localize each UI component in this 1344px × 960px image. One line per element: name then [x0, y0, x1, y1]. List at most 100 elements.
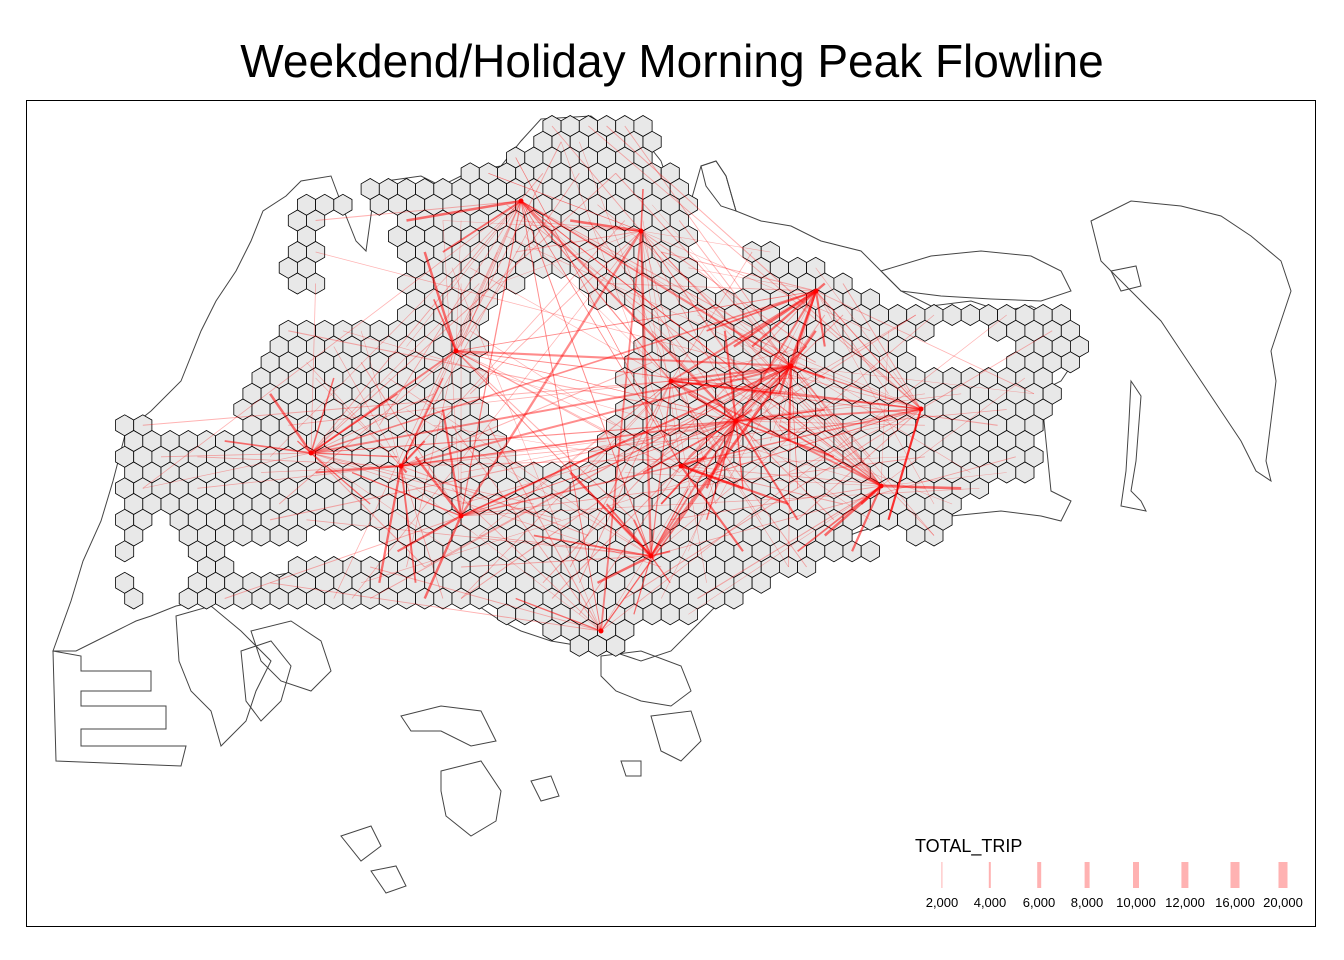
flowline — [455, 350, 698, 410]
flowline — [460, 487, 980, 517]
flowline — [615, 172, 792, 367]
flowline — [660, 251, 882, 487]
flowline — [315, 377, 402, 467]
flowline — [378, 200, 522, 426]
flowline — [455, 350, 652, 557]
flowline — [460, 380, 672, 599]
flowline — [400, 361, 653, 467]
flowline — [361, 408, 922, 584]
legend-label: 10,000 — [1116, 895, 1156, 910]
flowline — [461, 420, 737, 473]
flowline — [400, 465, 417, 583]
flow-hub-point — [308, 450, 314, 456]
flowline — [670, 251, 753, 382]
flowline — [569, 380, 672, 568]
flowline — [661, 251, 817, 292]
flowline — [142, 380, 672, 426]
flowline — [642, 220, 682, 467]
flowline — [310, 420, 737, 454]
flowline — [624, 472, 882, 487]
flowline — [640, 230, 762, 457]
flow-hub-point — [813, 288, 819, 294]
flowline — [851, 485, 883, 552]
flowline — [814, 290, 826, 347]
flowline — [310, 173, 544, 454]
flowline — [315, 465, 402, 474]
hexagon-cell — [506, 272, 526, 295]
flowline — [639, 230, 653, 557]
flowline — [670, 380, 789, 568]
flowline — [842, 283, 922, 410]
coastline-outline — [370, 865, 407, 894]
flowline — [670, 380, 871, 521]
flowline — [815, 290, 1035, 395]
flowline — [310, 172, 617, 454]
hexagon-cell — [860, 540, 880, 563]
flowline — [160, 452, 312, 458]
flowline — [142, 452, 312, 489]
flowline — [515, 380, 672, 505]
flowline — [640, 230, 789, 442]
flowline — [400, 440, 426, 467]
flowline — [680, 465, 844, 505]
flowline — [520, 200, 726, 363]
flowline — [706, 290, 817, 332]
flowline — [197, 465, 402, 489]
flowline — [441, 409, 463, 517]
flowline — [551, 465, 682, 599]
hexagon-cell — [751, 571, 771, 594]
flowline — [315, 200, 522, 222]
flowline — [670, 380, 998, 426]
flowline — [642, 420, 737, 474]
coastline-outline — [250, 620, 332, 692]
flowline — [680, 346, 807, 467]
flowline — [415, 488, 602, 632]
hexagon-cell — [1015, 461, 1035, 484]
flowline — [633, 555, 652, 615]
flowline — [455, 350, 922, 410]
map-canvas — [52, 115, 1292, 894]
flowline — [600, 230, 642, 632]
flowline — [460, 472, 589, 517]
flowline — [515, 220, 642, 232]
flowline — [650, 420, 737, 557]
flowline — [790, 365, 798, 489]
flowline — [406, 409, 652, 557]
flowline — [400, 365, 792, 467]
flowline — [520, 200, 880, 410]
flowline — [310, 290, 817, 454]
flowline — [640, 230, 644, 379]
flowline — [579, 141, 672, 382]
flowline — [624, 408, 922, 599]
flowline — [670, 380, 780, 395]
flowline — [455, 350, 698, 410]
legend-label: 2,000 — [925, 895, 959, 910]
flowline — [310, 365, 792, 454]
flowline — [880, 472, 1007, 487]
flowline — [520, 200, 792, 367]
flowline — [520, 200, 762, 426]
flowline — [506, 236, 792, 367]
flowline — [670, 290, 817, 382]
flowline — [588, 420, 737, 473]
legend-item: 12,000 — [1160, 858, 1210, 914]
flowline — [651, 330, 737, 422]
flowline — [310, 350, 457, 454]
coastline-outline — [240, 640, 292, 722]
flowline — [778, 424, 882, 487]
flowline — [588, 125, 922, 410]
legend-line-swatch — [1084, 862, 1090, 888]
flowline — [650, 380, 672, 557]
flowline — [400, 393, 925, 467]
flowline — [470, 267, 672, 382]
flowline — [306, 519, 652, 557]
flowline — [455, 173, 580, 352]
flowline — [650, 314, 935, 557]
flowline — [333, 200, 522, 599]
coastline-outline — [1090, 200, 1292, 483]
flowline — [388, 377, 652, 557]
flowline — [790, 365, 871, 458]
flowline — [497, 230, 642, 284]
flowline — [815, 290, 935, 505]
flowline — [650, 550, 671, 557]
